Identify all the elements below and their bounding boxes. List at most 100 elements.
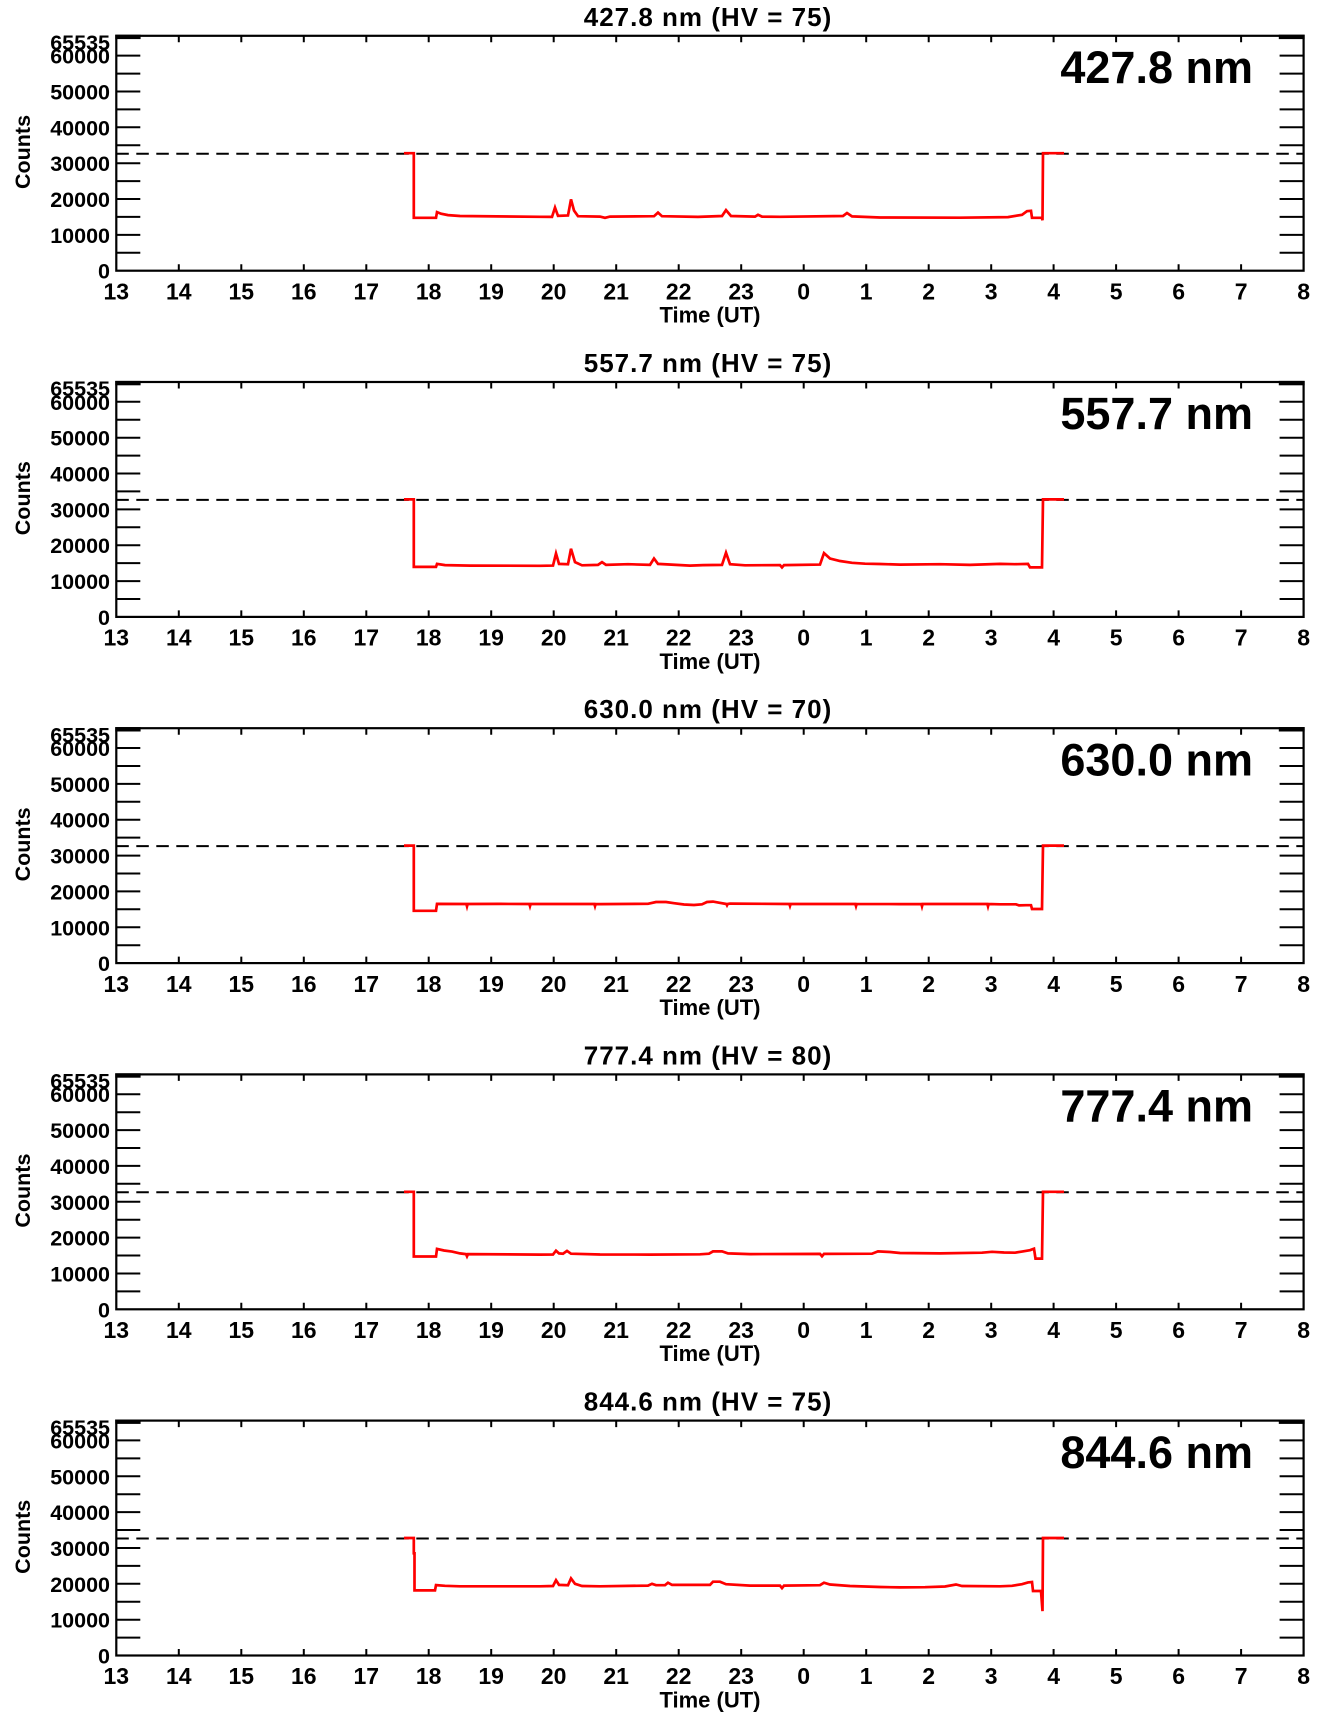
svg-text:21: 21 bbox=[603, 625, 629, 651]
svg-text:21: 21 bbox=[603, 971, 629, 997]
svg-text:1: 1 bbox=[860, 625, 873, 651]
svg-text:630.0 nm (HV = 70): 630.0 nm (HV = 70) bbox=[584, 694, 833, 724]
svg-text:844.6 nm: 844.6 nm bbox=[1060, 1427, 1253, 1478]
svg-text:19: 19 bbox=[478, 1663, 504, 1689]
svg-text:427.8 nm (HV = 75): 427.8 nm (HV = 75) bbox=[584, 2, 833, 32]
svg-text:14: 14 bbox=[166, 278, 192, 304]
svg-text:Time (UT): Time (UT) bbox=[659, 649, 760, 674]
svg-text:Counts: Counts bbox=[11, 1154, 35, 1228]
svg-text:3: 3 bbox=[985, 1663, 998, 1689]
svg-text:0: 0 bbox=[797, 1663, 810, 1689]
svg-text:5: 5 bbox=[1110, 625, 1123, 651]
svg-text:16: 16 bbox=[291, 625, 317, 651]
svg-text:3: 3 bbox=[985, 1317, 998, 1343]
svg-text:7: 7 bbox=[1235, 1663, 1248, 1689]
svg-text:Counts: Counts bbox=[11, 1500, 35, 1574]
svg-text:14: 14 bbox=[166, 625, 192, 651]
svg-text:15: 15 bbox=[229, 1317, 255, 1343]
svg-text:23: 23 bbox=[728, 278, 754, 304]
svg-text:4: 4 bbox=[1047, 971, 1060, 997]
svg-text:Time (UT): Time (UT) bbox=[659, 303, 760, 328]
svg-text:6: 6 bbox=[1172, 1317, 1185, 1343]
svg-text:16: 16 bbox=[291, 278, 317, 304]
svg-text:777.4 nm: 777.4 nm bbox=[1060, 1081, 1253, 1132]
svg-text:50000: 50000 bbox=[50, 427, 110, 451]
svg-text:23: 23 bbox=[728, 625, 754, 651]
svg-text:Counts: Counts bbox=[11, 807, 35, 881]
svg-text:Counts: Counts bbox=[11, 115, 35, 189]
svg-text:10000: 10000 bbox=[50, 916, 110, 940]
svg-text:50000: 50000 bbox=[50, 1465, 110, 1489]
svg-text:0: 0 bbox=[797, 971, 810, 997]
svg-text:20: 20 bbox=[541, 1663, 567, 1689]
svg-text:40000: 40000 bbox=[50, 463, 110, 487]
svg-text:20: 20 bbox=[541, 1317, 567, 1343]
svg-text:0: 0 bbox=[98, 606, 110, 630]
svg-text:Time (UT): Time (UT) bbox=[659, 1687, 760, 1712]
svg-text:777.4 nm (HV = 80): 777.4 nm (HV = 80) bbox=[584, 1040, 833, 1070]
svg-text:6: 6 bbox=[1172, 278, 1185, 304]
svg-text:Counts: Counts bbox=[11, 461, 35, 535]
svg-text:40000: 40000 bbox=[50, 809, 110, 833]
svg-text:17: 17 bbox=[354, 971, 380, 997]
svg-text:7: 7 bbox=[1235, 625, 1248, 651]
svg-text:427.8 nm: 427.8 nm bbox=[1060, 42, 1253, 93]
svg-text:22: 22 bbox=[666, 278, 692, 304]
svg-text:21: 21 bbox=[603, 1663, 629, 1689]
svg-text:19: 19 bbox=[478, 278, 504, 304]
svg-text:557.7 nm: 557.7 nm bbox=[1060, 388, 1253, 439]
svg-text:0: 0 bbox=[98, 260, 110, 284]
svg-text:13: 13 bbox=[104, 278, 130, 304]
svg-text:8: 8 bbox=[1297, 1663, 1310, 1689]
svg-text:6: 6 bbox=[1172, 971, 1185, 997]
svg-text:23: 23 bbox=[728, 1317, 754, 1343]
svg-text:18: 18 bbox=[416, 278, 442, 304]
svg-text:10000: 10000 bbox=[50, 570, 110, 594]
svg-text:16: 16 bbox=[291, 971, 317, 997]
svg-text:20000: 20000 bbox=[50, 1227, 110, 1251]
svg-text:65535: 65535 bbox=[50, 723, 110, 747]
svg-text:0: 0 bbox=[797, 625, 810, 651]
svg-text:4: 4 bbox=[1047, 1317, 1060, 1343]
svg-text:23: 23 bbox=[728, 1663, 754, 1689]
svg-text:Time (UT): Time (UT) bbox=[659, 995, 760, 1020]
svg-text:8: 8 bbox=[1297, 1317, 1310, 1343]
svg-text:60000: 60000 bbox=[50, 45, 110, 69]
svg-text:3: 3 bbox=[985, 278, 998, 304]
svg-text:7: 7 bbox=[1235, 278, 1248, 304]
svg-text:2: 2 bbox=[922, 1663, 935, 1689]
svg-text:22: 22 bbox=[666, 1317, 692, 1343]
svg-text:2: 2 bbox=[922, 971, 935, 997]
svg-text:60000: 60000 bbox=[50, 391, 110, 415]
svg-text:65535: 65535 bbox=[50, 377, 110, 401]
svg-text:15: 15 bbox=[229, 971, 255, 997]
svg-text:15: 15 bbox=[229, 278, 255, 304]
svg-text:10000: 10000 bbox=[50, 224, 110, 248]
svg-text:557.7 nm (HV = 75): 557.7 nm (HV = 75) bbox=[584, 348, 833, 378]
svg-text:18: 18 bbox=[416, 971, 442, 997]
svg-text:8: 8 bbox=[1297, 278, 1310, 304]
svg-text:20: 20 bbox=[541, 278, 567, 304]
svg-text:60000: 60000 bbox=[50, 1083, 110, 1107]
svg-text:19: 19 bbox=[478, 625, 504, 651]
svg-text:844.6 nm (HV = 75): 844.6 nm (HV = 75) bbox=[584, 1387, 833, 1417]
svg-text:8: 8 bbox=[1297, 971, 1310, 997]
svg-text:1: 1 bbox=[860, 278, 873, 304]
svg-text:20000: 20000 bbox=[50, 880, 110, 904]
svg-text:14: 14 bbox=[166, 1663, 192, 1689]
svg-text:20: 20 bbox=[541, 625, 567, 651]
svg-text:2: 2 bbox=[922, 278, 935, 304]
svg-text:21: 21 bbox=[603, 278, 629, 304]
svg-text:22: 22 bbox=[666, 1663, 692, 1689]
svg-text:630.0 nm: 630.0 nm bbox=[1060, 734, 1253, 785]
svg-text:22: 22 bbox=[666, 625, 692, 651]
svg-text:16: 16 bbox=[291, 1663, 317, 1689]
svg-text:1: 1 bbox=[860, 1317, 873, 1343]
svg-text:17: 17 bbox=[354, 278, 380, 304]
svg-text:30000: 30000 bbox=[50, 152, 110, 176]
svg-text:30000: 30000 bbox=[50, 1537, 110, 1561]
svg-text:5: 5 bbox=[1110, 278, 1123, 304]
svg-text:5: 5 bbox=[1110, 1663, 1123, 1689]
svg-text:17: 17 bbox=[354, 1663, 380, 1689]
svg-text:Time (UT): Time (UT) bbox=[659, 1341, 760, 1366]
